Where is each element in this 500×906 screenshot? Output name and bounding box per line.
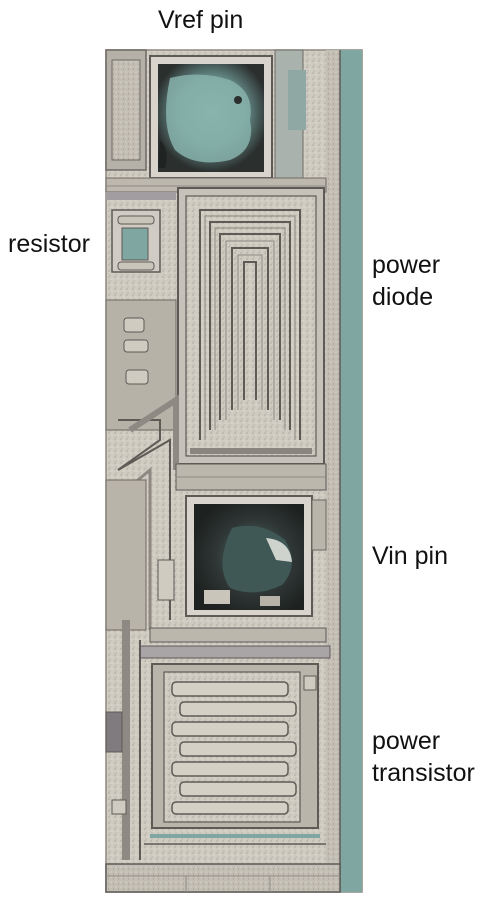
resistor-label: resistor (8, 230, 90, 258)
power-diode-label: power diode (372, 251, 441, 311)
vref-pin-label: Vref pin (158, 6, 244, 34)
power-transistor-label: power transistor (372, 727, 475, 787)
vin-pin-label: Vin pin (372, 542, 448, 570)
